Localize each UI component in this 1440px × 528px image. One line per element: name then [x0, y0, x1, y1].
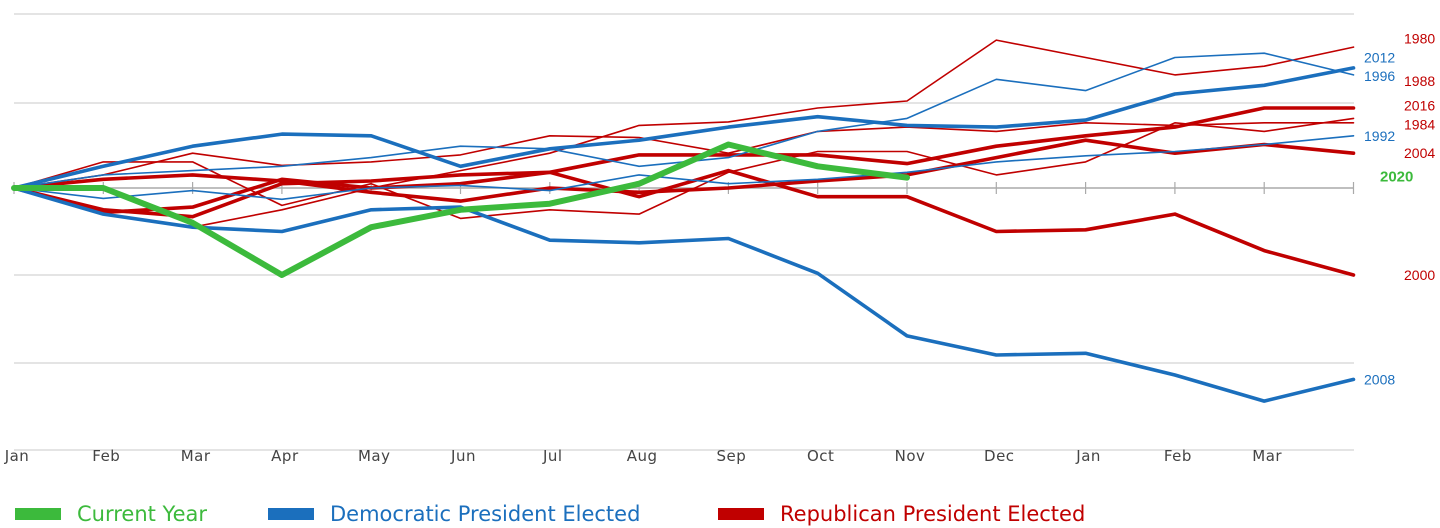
end-label-1992: 1992 — [1364, 128, 1395, 144]
end-label-1988: 1988 — [1404, 73, 1435, 89]
series-lines — [11, 39, 1356, 403]
end-label-2000: 2000 — [1404, 267, 1435, 283]
x-axis-labels: Jan Feb Mar Apr May Jun Jul Aug Sep Oct Nov Dec Jan F… — [4, 447, 1282, 465]
legend: Current Year Democratic President Electe… — [0, 500, 1440, 528]
end-label-2012: 2012 — [1364, 50, 1395, 66]
end-label-1980: 1980 — [1404, 30, 1435, 46]
x-tick-label-5: Jun — [450, 447, 476, 465]
gridlines — [14, 13, 1354, 451]
series-line-1980 — [13, 39, 1355, 228]
x-tick-label-13: Feb — [1164, 447, 1192, 465]
legend-swatch-democratic — [268, 508, 314, 520]
x-tick-label-0: Jan — [4, 447, 30, 465]
x-tick-label-8: Sep — [717, 447, 747, 465]
legend-swatch-current — [15, 508, 61, 520]
legend-label-republican: Republican President Elected — [780, 502, 1086, 526]
x-tick-label-10: Nov — [895, 447, 926, 465]
x-tick-label-1: Feb — [92, 447, 120, 465]
end-label-2020: 2020 — [1380, 169, 1413, 186]
series-line-2000 — [12, 168, 1356, 277]
legend-item-current-year: Current Year — [15, 500, 207, 528]
x-tick-label-2: Mar — [181, 447, 211, 465]
x-tick-label-6: Jul — [542, 447, 563, 465]
series-line-2008 — [12, 186, 1356, 403]
end-label-1996: 1996 — [1364, 68, 1395, 84]
end-labels: 1980 2012 1996 1988 2016 1984 1992 2004 2020 2000… — [1364, 30, 1435, 387]
series-line-1996 — [12, 66, 1356, 190]
series-line-2004 — [12, 138, 1356, 203]
x-tick-label-11: Dec — [984, 447, 1015, 465]
x-tick-label-7: Aug — [627, 447, 658, 465]
x-tick-label-4: May — [358, 447, 391, 465]
end-label-2008: 2008 — [1364, 371, 1395, 387]
legend-label-democratic: Democratic President Elected — [330, 502, 641, 526]
series-line-2016 — [12, 106, 1356, 219]
end-label-1984: 1984 — [1404, 117, 1435, 133]
legend-item-republican: Republican President Elected — [718, 500, 1085, 528]
x-tick-label-3: Apr — [271, 447, 299, 465]
end-label-2004: 2004 — [1404, 145, 1435, 161]
line-chart: 1980 2012 1996 1988 2016 1984 1992 2004 2020 2000… — [4, 13, 1435, 465]
x-tick-label-12: Jan — [1075, 447, 1101, 465]
end-label-2016: 2016 — [1404, 97, 1435, 113]
series-line-1984 — [13, 122, 1355, 189]
series-line-2020 — [11, 141, 910, 278]
x-tick-label-9: Oct — [807, 447, 834, 465]
series-line-1992 — [13, 135, 1355, 201]
legend-swatch-republican — [718, 508, 764, 520]
series-line-1988 — [13, 117, 1355, 220]
legend-item-democratic: Democratic President Elected — [268, 500, 640, 528]
x-tick-label-14: Mar — [1252, 447, 1282, 465]
series-line-2012 — [13, 52, 1355, 189]
legend-label-current: Current Year — [77, 502, 208, 526]
